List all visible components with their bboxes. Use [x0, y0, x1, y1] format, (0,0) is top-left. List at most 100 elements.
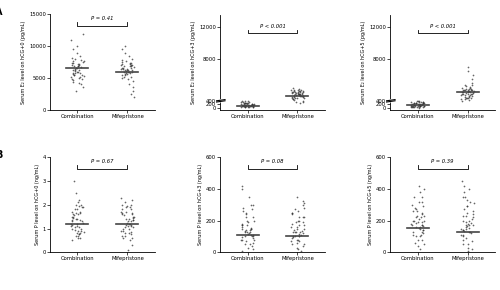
Point — [420, 101, 428, 106]
Point — [238, 183, 246, 188]
Point — [408, 101, 416, 106]
Point — [248, 102, 256, 106]
Text: P < 0.001: P < 0.001 — [430, 24, 456, 29]
Point — [412, 102, 420, 107]
Point — [75, 198, 83, 202]
Point — [245, 103, 253, 108]
Point — [468, 209, 476, 213]
Point — [468, 94, 476, 98]
Point — [287, 239, 295, 244]
Point — [72, 66, 80, 71]
Point — [290, 93, 298, 97]
Point — [292, 96, 300, 101]
Point — [126, 62, 134, 66]
Point — [288, 212, 296, 217]
Point — [300, 226, 308, 231]
Point — [127, 91, 135, 96]
Point — [118, 76, 126, 80]
Point — [75, 225, 83, 230]
Point — [130, 95, 138, 99]
Point — [292, 220, 300, 224]
Point — [292, 245, 300, 250]
Point — [72, 191, 80, 195]
Point — [418, 210, 426, 215]
Point — [294, 91, 302, 96]
Point — [125, 53, 133, 58]
Point — [126, 238, 134, 243]
Point — [250, 218, 258, 223]
Point — [245, 231, 253, 235]
Point — [410, 103, 418, 107]
Point — [290, 93, 298, 98]
Point — [294, 90, 302, 94]
Point — [118, 229, 126, 233]
Point — [419, 101, 427, 105]
Point — [238, 104, 246, 108]
Point — [118, 47, 126, 52]
Point — [80, 59, 88, 64]
Point — [462, 95, 470, 100]
Point — [237, 237, 245, 242]
Point — [248, 244, 256, 248]
Point — [416, 102, 424, 106]
Point — [241, 101, 249, 105]
Point — [80, 205, 88, 209]
Point — [464, 198, 471, 202]
Point — [290, 90, 298, 94]
Point — [466, 90, 474, 95]
Point — [418, 102, 426, 106]
Point — [410, 218, 418, 223]
Point — [464, 91, 472, 96]
Point — [242, 212, 250, 217]
Point — [418, 99, 426, 104]
Point — [76, 236, 84, 240]
Point — [468, 81, 475, 85]
Point — [127, 223, 135, 227]
Point — [298, 91, 306, 96]
Point — [414, 220, 422, 224]
Point — [129, 88, 137, 93]
Point — [238, 100, 246, 104]
Point — [76, 232, 84, 237]
Point — [466, 199, 473, 204]
Point — [288, 210, 296, 215]
Point — [412, 101, 420, 106]
Point — [71, 68, 79, 72]
Point — [241, 105, 249, 109]
Point — [75, 76, 83, 80]
Point — [123, 220, 131, 225]
Point — [416, 103, 424, 108]
Point — [77, 229, 85, 233]
Point — [293, 226, 301, 231]
Point — [242, 102, 250, 107]
Point — [412, 215, 420, 220]
Text: P = 0.67: P = 0.67 — [91, 159, 114, 164]
Point — [128, 219, 136, 224]
Point — [300, 223, 308, 228]
Point — [130, 215, 138, 220]
Point — [296, 88, 304, 93]
Point — [244, 245, 252, 250]
Point — [250, 202, 258, 207]
Point — [410, 206, 418, 210]
Point — [124, 69, 132, 74]
Point — [76, 82, 84, 87]
Point — [69, 214, 77, 219]
Point — [76, 75, 84, 79]
Point — [242, 210, 250, 215]
Point — [238, 222, 246, 226]
Point — [464, 242, 472, 247]
Point — [420, 101, 428, 105]
Point — [290, 229, 298, 234]
Point — [126, 207, 134, 212]
Point — [246, 230, 254, 235]
Point — [464, 65, 471, 69]
Point — [410, 104, 418, 109]
Point — [68, 218, 76, 222]
Point — [72, 69, 80, 74]
Point — [460, 183, 468, 188]
Point — [72, 202, 80, 207]
Point — [118, 60, 126, 64]
Point — [118, 73, 126, 78]
Point — [250, 102, 258, 107]
